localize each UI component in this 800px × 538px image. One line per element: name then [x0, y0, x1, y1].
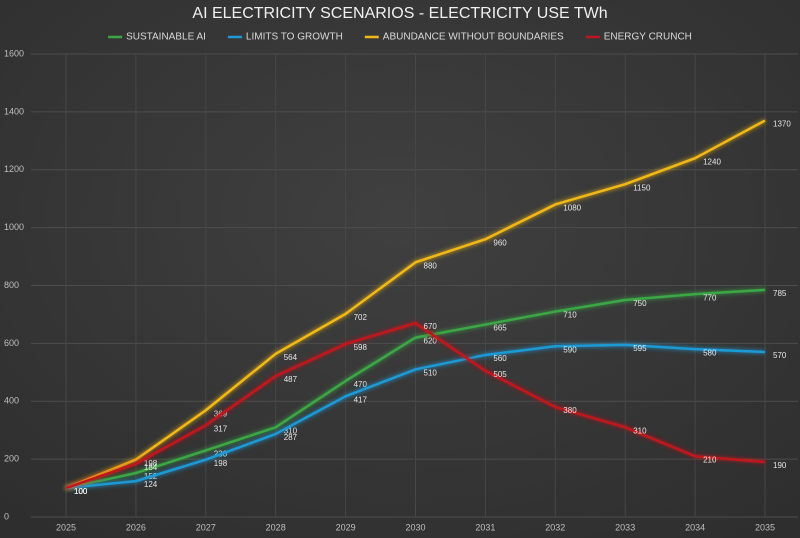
x-tick-label: 2028 — [266, 522, 286, 532]
legend-label: LIMITS TO GROWTH — [246, 32, 343, 43]
legend-label: ABUNDANCE WITHOUT BOUNDARIES — [383, 32, 564, 43]
legend-item: ABUNDANCE WITHOUT BOUNDARIES — [364, 32, 564, 43]
y-tick-label: 600 — [4, 338, 19, 348]
data-label: 564 — [284, 353, 298, 362]
y-tick-label: 200 — [4, 454, 19, 464]
data-label: 317 — [214, 424, 228, 433]
data-label: 100 — [74, 487, 88, 496]
data-label: 287 — [284, 433, 298, 442]
legend-item: LIMITS TO GROWTH — [227, 32, 343, 43]
data-label: 210 — [703, 455, 717, 464]
y-tick-label: 800 — [4, 280, 19, 290]
data-label: 124 — [144, 480, 158, 489]
data-label: 570 — [773, 351, 787, 360]
data-label: 198 — [214, 459, 228, 468]
legend-item: ENERGY CRUNCH — [585, 32, 692, 43]
data-label: 100 — [74, 487, 88, 496]
data-label: 598 — [354, 343, 368, 352]
data-label: 750 — [633, 299, 647, 308]
chart-title: AI ELECTRICITY SCENARIOS - ELECTRICITY U… — [192, 5, 607, 22]
x-tick-label: 2025 — [56, 522, 76, 532]
data-label: 184 — [144, 463, 158, 472]
legend-item: SUSTAINABLE AI — [108, 32, 206, 43]
data-label: 1080 — [563, 204, 581, 213]
x-tick-label: 2029 — [336, 522, 356, 532]
data-label: 560 — [493, 354, 507, 363]
data-label: 470 — [354, 380, 368, 389]
data-label: 190 — [773, 461, 787, 470]
data-label: 417 — [354, 395, 368, 404]
legend-label: SUSTAINABLE AI — [126, 32, 206, 43]
y-tick-label: 1600 — [4, 48, 24, 58]
data-label: 100 — [74, 487, 88, 496]
series-line — [65, 119, 766, 490]
x-tick-label: 2031 — [475, 522, 495, 532]
x-tick-label: 2033 — [615, 522, 635, 532]
y-tick-label: 400 — [4, 396, 19, 406]
series-line — [65, 343, 766, 490]
y-tick-label: 1000 — [4, 222, 24, 232]
x-tick-label: 2034 — [685, 522, 705, 532]
data-label: 487 — [284, 375, 298, 384]
x-tick-label: 2027 — [196, 522, 216, 532]
legend-label: ENERGY CRUNCH — [604, 32, 692, 43]
data-label: 670 — [424, 322, 438, 331]
data-label: 590 — [563, 345, 577, 354]
data-label: 580 — [703, 348, 717, 357]
data-label: 710 — [563, 311, 577, 320]
data-label: 1370 — [773, 120, 791, 129]
y-tick-label: 1400 — [4, 106, 24, 116]
data-label: 1150 — [633, 183, 651, 192]
data-label: 310 — [284, 426, 298, 435]
x-tick-label: 2035 — [755, 522, 775, 532]
x-tick-label: 2030 — [405, 522, 425, 532]
x-tick-label: 2032 — [545, 522, 565, 532]
y-tick-label: 1200 — [4, 164, 24, 174]
data-label: 198 — [144, 459, 158, 468]
data-label: 770 — [703, 293, 717, 302]
data-label: 960 — [493, 238, 507, 247]
data-label: 880 — [424, 261, 438, 270]
data-label: 595 — [633, 344, 647, 353]
data-label: 785 — [773, 289, 787, 298]
data-label: 310 — [633, 426, 647, 435]
data-label: 620 — [424, 337, 438, 346]
data-label: 380 — [563, 406, 577, 415]
series-line — [65, 321, 766, 490]
data-label: 702 — [354, 313, 368, 322]
series-line — [65, 288, 766, 490]
data-label: 665 — [493, 324, 507, 333]
data-label: 1240 — [703, 157, 721, 166]
data-label: 510 — [424, 369, 438, 378]
x-tick-label: 2026 — [126, 522, 146, 532]
legend: SUSTAINABLE AI LIMITS TO GROWTH ABUNDANCE … — [108, 32, 692, 43]
data-label: 100 — [74, 487, 88, 496]
data-label: 505 — [493, 370, 507, 379]
y-tick-label: 0 — [4, 511, 9, 521]
